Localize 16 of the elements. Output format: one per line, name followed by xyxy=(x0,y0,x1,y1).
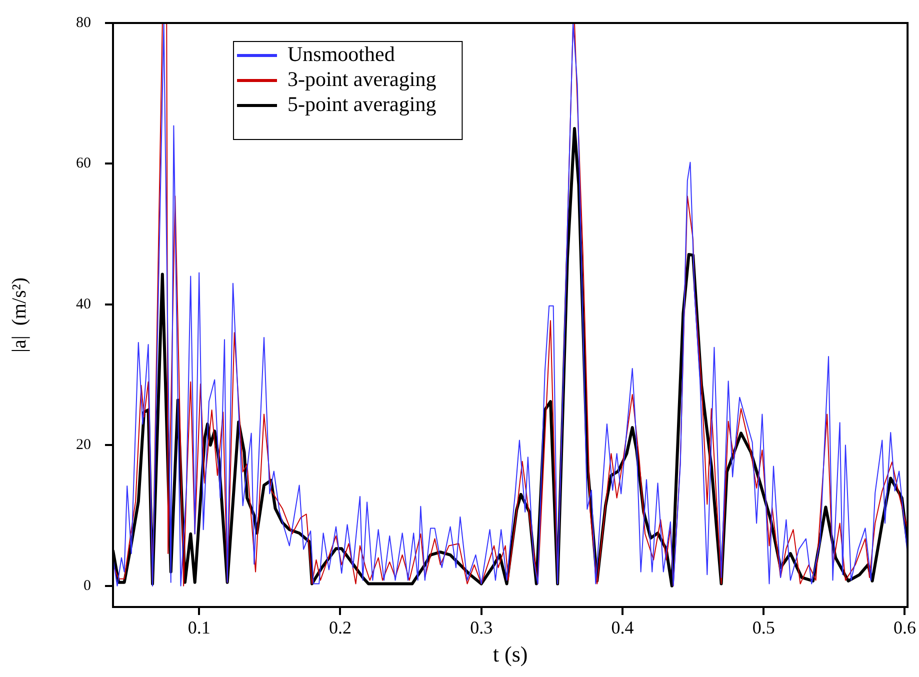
y-axis-title: |a| (m/s²) xyxy=(8,277,30,353)
y-tick-label: 20 xyxy=(76,437,91,454)
x-tick-label: 0.3 xyxy=(470,618,493,638)
legend-label: 3-point averaging xyxy=(288,67,437,92)
y-tick-label: 40 xyxy=(76,296,91,312)
x-axis-title: t (s) xyxy=(492,642,528,667)
legend-label: Unsmoothed xyxy=(288,42,396,66)
x-tick-label: 0.6 xyxy=(893,618,916,638)
x-tick-label: 0.1 xyxy=(188,618,210,638)
y-tick-label: 80 xyxy=(76,14,91,31)
x-tick-label: 0.5 xyxy=(752,618,775,638)
legend-label: 5-point averaging xyxy=(288,92,437,116)
x-tick-label: 0.2 xyxy=(328,618,352,638)
x-tick-label: 0.4 xyxy=(611,618,634,638)
y-tick-label: 60 xyxy=(76,156,91,172)
y-tick-label: 0 xyxy=(84,578,91,594)
